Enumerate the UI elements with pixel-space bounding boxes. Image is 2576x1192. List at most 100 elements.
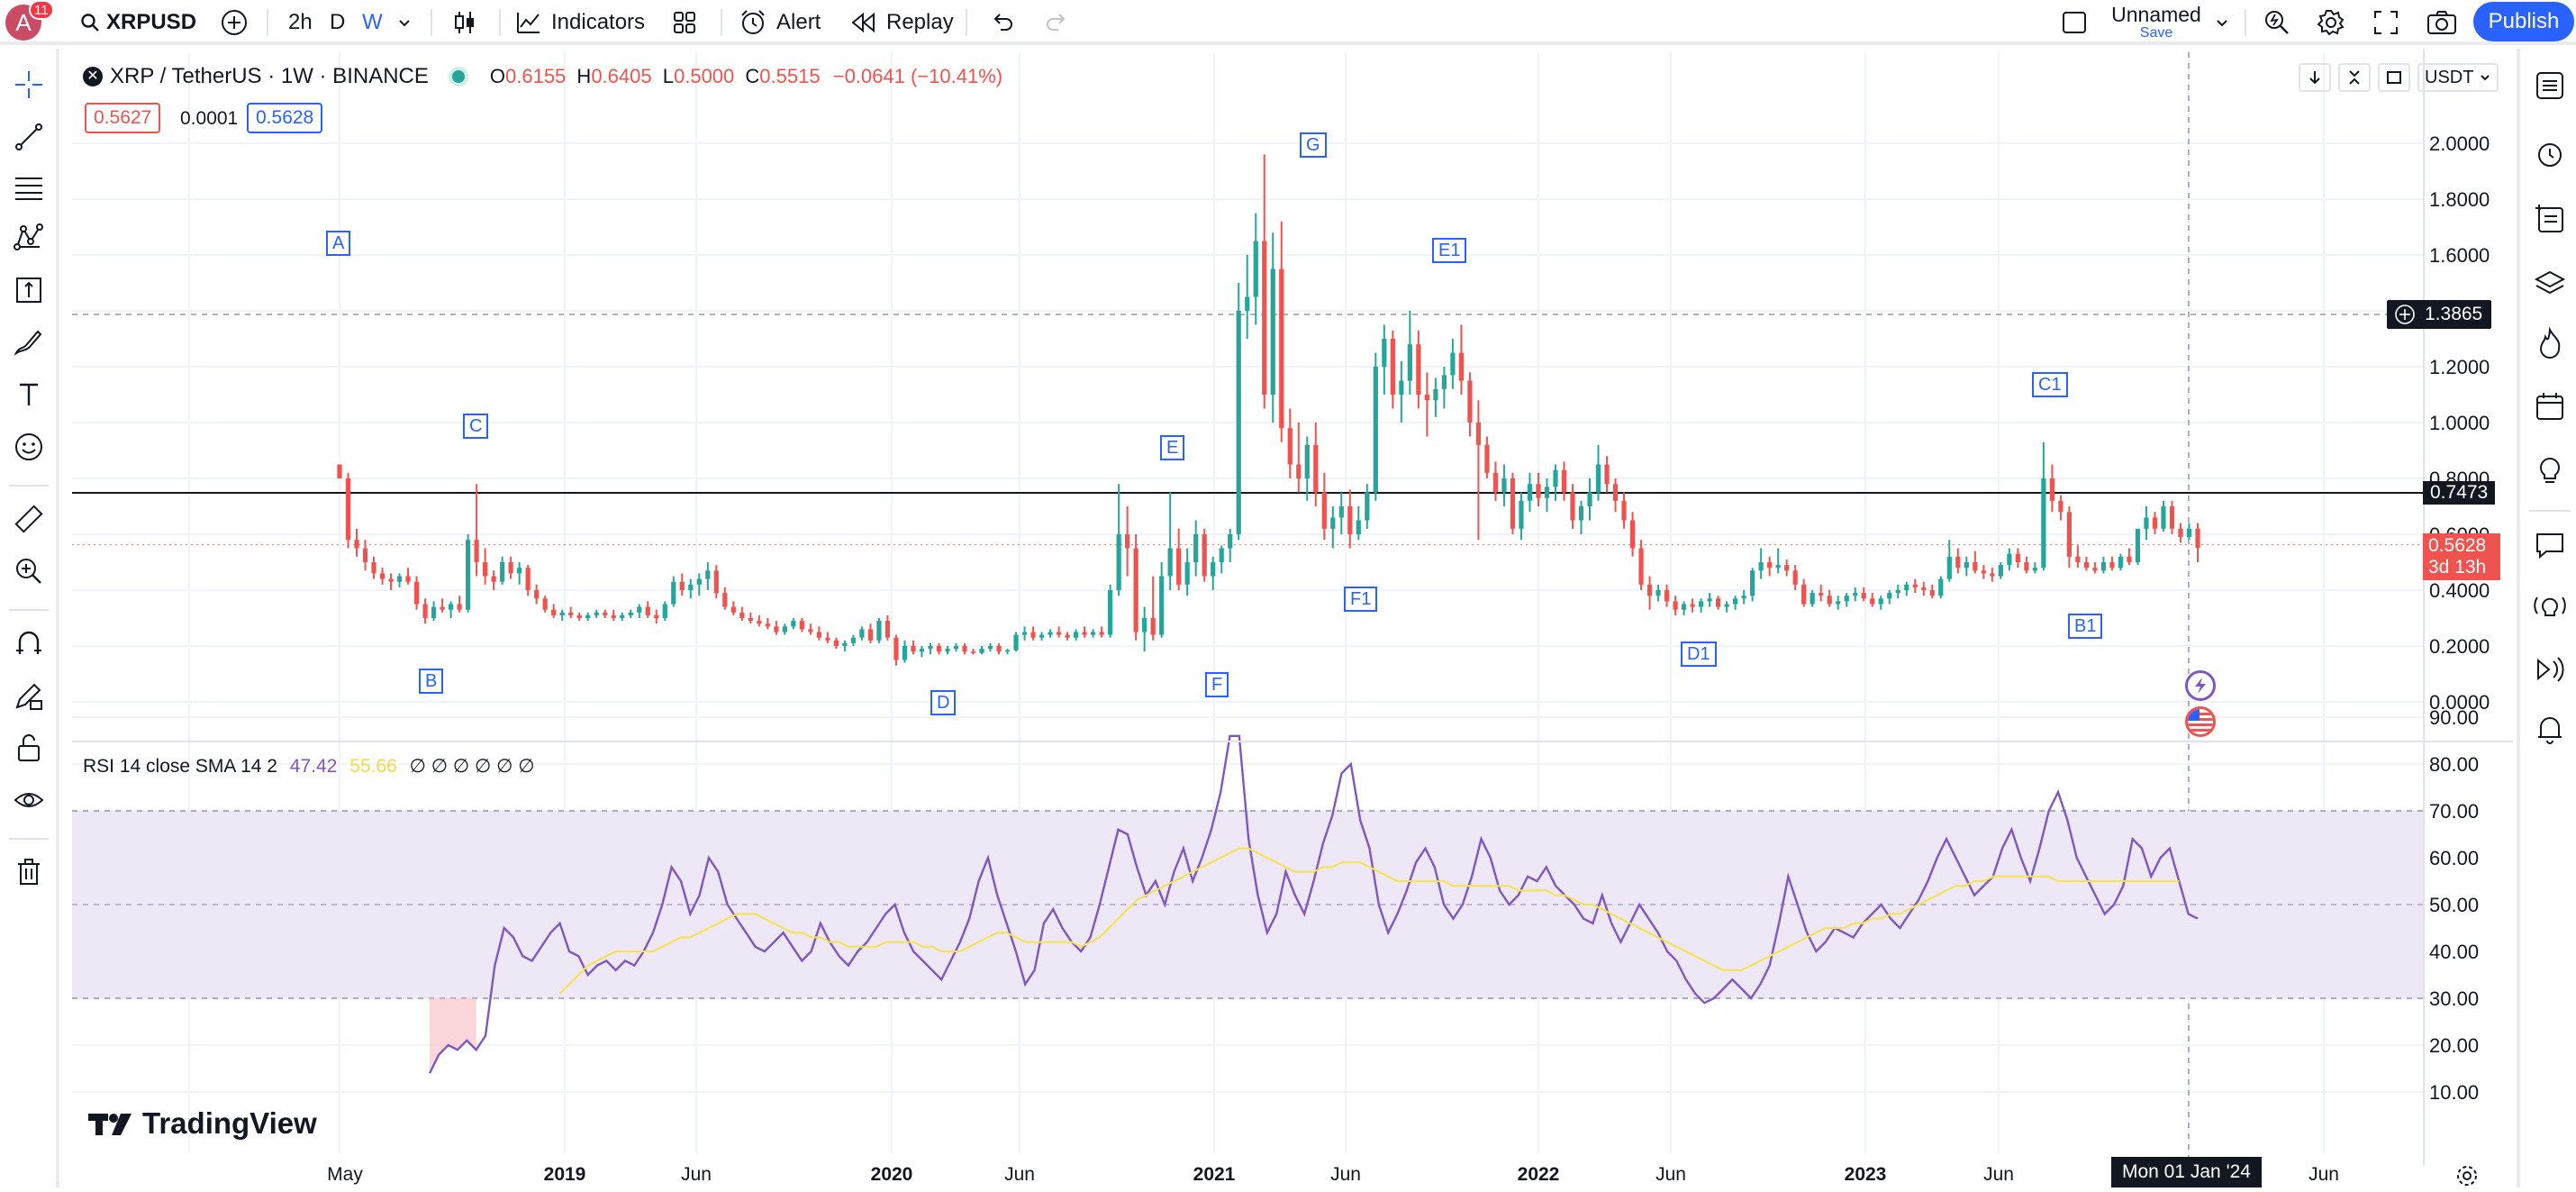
brush-tool[interactable] xyxy=(7,321,50,364)
annotation-label[interactable]: G xyxy=(1300,132,1327,158)
economic-event-icon[interactable] xyxy=(2185,706,2216,737)
object-tree-button[interactable] xyxy=(2527,196,2572,241)
trash-icon xyxy=(18,859,40,885)
emoji-tool[interactable] xyxy=(7,425,50,469)
annotation-label[interactable]: F1 xyxy=(1344,587,1378,612)
indicators-button[interactable]: Indicators xyxy=(515,0,645,45)
zoom-tool[interactable] xyxy=(7,550,50,593)
candle-body xyxy=(1646,584,1653,596)
redo-button[interactable] xyxy=(1043,0,1070,45)
annotation-label[interactable]: F xyxy=(1205,672,1229,697)
interval-d[interactable]: D xyxy=(330,0,345,45)
annotation-label[interactable]: A xyxy=(326,231,351,256)
annotation-label[interactable]: B xyxy=(419,669,444,694)
undo-button[interactable] xyxy=(989,0,1016,45)
hide-drawings-tool[interactable] xyxy=(7,778,50,822)
chats-button[interactable] xyxy=(2527,523,2572,568)
candle-body xyxy=(457,604,462,610)
layout-checkbox[interactable] xyxy=(2061,0,2088,45)
watchlist-button[interactable] xyxy=(2527,63,2572,108)
replay-button[interactable]: Replay xyxy=(850,0,954,45)
templates-button[interactable] xyxy=(672,0,697,45)
earnings-event-icon[interactable] xyxy=(2185,670,2216,701)
add-symbol-button[interactable] xyxy=(220,0,249,45)
candle-body xyxy=(1878,598,1883,605)
notifications-button[interactable] xyxy=(2527,706,2572,751)
remove-drawings-tool[interactable] xyxy=(7,851,50,894)
pattern-tool[interactable] xyxy=(7,216,50,259)
currency-selector[interactable]: USDT xyxy=(2417,63,2499,92)
layout-name[interactable]: Unnamed Save xyxy=(2111,3,2201,41)
interval-dropdown[interactable] xyxy=(396,0,413,45)
candle-body xyxy=(1099,632,1104,635)
interval-w[interactable]: W xyxy=(362,0,383,45)
symbol-legend[interactable]: ✕ XRP / TetherUS · 1W · BINANCE O0.6155 … xyxy=(83,64,1002,89)
price-chart[interactable] xyxy=(72,52,2428,1162)
candle-body xyxy=(1664,590,1670,602)
snapshot-button[interactable] xyxy=(2426,0,2457,45)
indicators-label: Indicators xyxy=(551,10,646,34)
hotlists-button[interactable] xyxy=(2527,321,2572,366)
close-label: C xyxy=(745,65,760,87)
candle-body xyxy=(371,562,376,574)
tradingview-watermark[interactable]: TradingView xyxy=(88,1106,317,1141)
annotation-label[interactable]: E xyxy=(1160,435,1185,460)
annotation-label[interactable]: B1 xyxy=(2068,614,2103,639)
crosshair-tool[interactable] xyxy=(7,63,50,106)
time-axis-settings-button[interactable] xyxy=(2455,1164,2479,1192)
publish-button[interactable]: Publish xyxy=(2473,2,2574,41)
plus-circle-icon[interactable] xyxy=(2394,304,2416,325)
ideas-button[interactable] xyxy=(2527,447,2572,492)
annotation-label[interactable]: C xyxy=(463,414,489,439)
candle-body xyxy=(1039,634,1045,638)
trend-line-tool[interactable] xyxy=(7,115,50,159)
alert-button[interactable]: Alert xyxy=(739,0,821,45)
layers-button[interactable] xyxy=(2527,261,2572,306)
sell-price-button[interactable]: 0.5627 xyxy=(85,103,161,133)
quick-search-button[interactable] xyxy=(2263,0,2291,45)
candle-body xyxy=(1108,590,1113,635)
fullscreen-button[interactable] xyxy=(2372,0,2399,45)
layout-menu-button[interactable] xyxy=(2214,0,2230,45)
annotation-label[interactable]: D1 xyxy=(1681,641,1717,667)
annotation-label[interactable]: C1 xyxy=(2032,372,2068,397)
chart-type-button[interactable] xyxy=(450,0,479,45)
candle-body xyxy=(1142,618,1147,632)
ruler-tool[interactable] xyxy=(7,497,50,541)
scroll-down-button[interactable] xyxy=(2299,63,2331,92)
candle-body xyxy=(1921,587,1927,590)
prediction-tool[interactable] xyxy=(7,268,50,312)
candle-body xyxy=(2109,562,2115,569)
us-flag-icon xyxy=(2188,709,2213,734)
candle-body xyxy=(483,562,488,577)
settings-button[interactable] xyxy=(2317,0,2345,45)
rsi-legend[interactable]: RSI 14 close SMA 14 2 47.42 55.66 ∅ ∅ ∅ … xyxy=(83,755,535,778)
buy-price-button[interactable]: 0.5628 xyxy=(247,103,323,133)
candle-body xyxy=(1030,632,1036,638)
calendar-button[interactable] xyxy=(2527,384,2572,429)
lightning-icon xyxy=(2195,678,2206,694)
magnet-tool[interactable] xyxy=(7,622,50,665)
stay-in-drawing-tool[interactable] xyxy=(7,674,50,717)
text-tool[interactable] xyxy=(7,373,50,416)
fib-tool[interactable] xyxy=(7,166,50,209)
lock-drawings-tool[interactable] xyxy=(7,726,50,769)
candle-body xyxy=(1733,598,1738,605)
maximize-pane-button[interactable] xyxy=(2378,63,2410,92)
annotation-label[interactable]: D xyxy=(930,690,957,715)
fib-lines-icon xyxy=(15,177,42,200)
alerts-panel-button[interactable] xyxy=(2527,132,2572,177)
rsi-placeholders: ∅ ∅ ∅ ∅ ∅ ∅ xyxy=(409,756,535,777)
annotation-label[interactable]: E1 xyxy=(1432,238,1467,263)
candle-body xyxy=(1938,578,1944,596)
streams-button[interactable] xyxy=(2527,584,2572,629)
symbol-search[interactable]: XRPUSD xyxy=(79,0,196,45)
text-icon xyxy=(20,383,38,405)
interval-2h[interactable]: 2h xyxy=(288,0,313,45)
candle-body xyxy=(1356,520,1361,534)
square-icon xyxy=(2063,12,2086,33)
broadcast-button[interactable] xyxy=(2527,647,2572,692)
candle-body xyxy=(1621,500,1627,521)
collapse-button[interactable] xyxy=(2338,63,2371,92)
last-price-tag: 0.5628 3d 13h xyxy=(2423,533,2500,580)
